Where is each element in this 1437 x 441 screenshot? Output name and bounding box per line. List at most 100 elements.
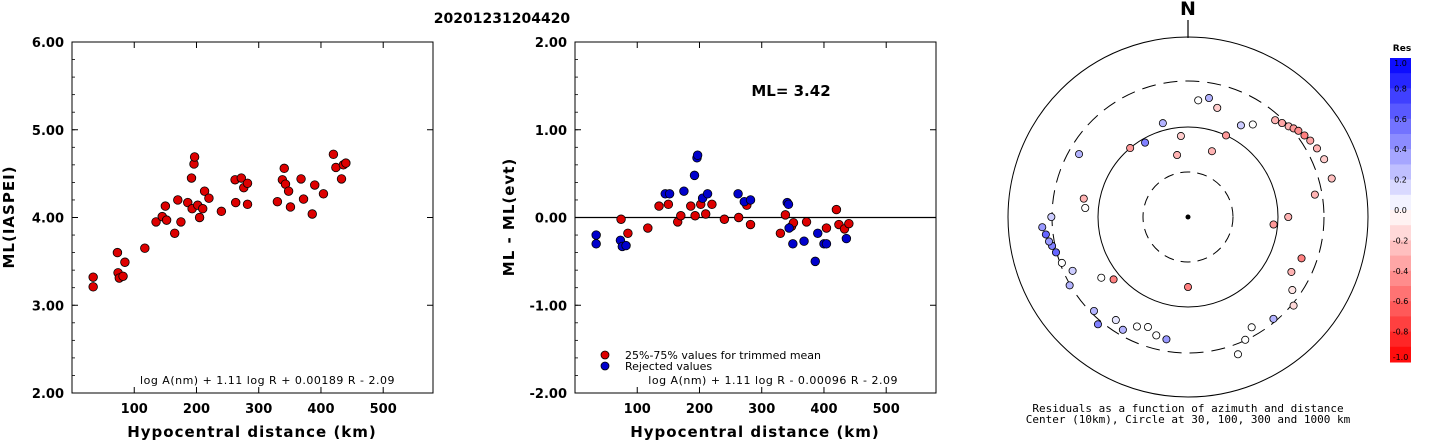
colorbar-cell: [1390, 73, 1411, 89]
plot2-formula: log A(nm) + 1.11 log R - 0.00096 R - 2.0…: [648, 374, 898, 387]
polar-data-point: [1068, 266, 1077, 275]
polar-points: [1038, 94, 1336, 359]
colorbar-cell: [1390, 118, 1411, 135]
plot2-data-point: [663, 199, 674, 210]
polar-data-point: [1207, 147, 1216, 156]
plot1-data-point: [298, 194, 309, 204]
polar-data-point: [1278, 118, 1287, 127]
plot1-data-point: [120, 257, 130, 267]
plot2-data-point: [788, 239, 798, 249]
plot2-y-tick-label: 0.00: [535, 212, 567, 227]
plot1-x-tick-label: 300: [245, 402, 272, 417]
polar-data-point: [1065, 281, 1074, 290]
plot1-frame: [71, 41, 434, 394]
plot1-data-point: [198, 204, 208, 214]
plot2-data-point: [799, 236, 809, 246]
plot2-data-point: [591, 239, 601, 249]
plot1-data-point: [160, 201, 171, 211]
colorbar-tick-label: -0.2: [1393, 236, 1409, 245]
polar-data-point: [1176, 132, 1185, 141]
plot2-data-point: [707, 199, 717, 210]
plot1-y-ticks: 2.00 3.00 4.00 5.00 6.00: [32, 36, 433, 402]
plot2-data-point: [623, 228, 633, 238]
circle-100km: [1097, 126, 1279, 308]
ml-annotation: ML= 3.42: [751, 82, 830, 100]
polar-data-point: [1041, 230, 1050, 239]
colorbar-tick-label: 0.4: [1394, 145, 1407, 154]
colorbar-cell: [1390, 103, 1411, 120]
polar-data-point: [1233, 350, 1242, 359]
plot2-data-point: [780, 210, 791, 220]
colorbar-tick-label: 0.0: [1394, 206, 1407, 215]
plot1-data-point: [296, 174, 306, 184]
panel-polar-residuals: N Residuals as a function of azimuth and…: [1007, 0, 1369, 426]
colorbar-tick-label: 0.8: [1394, 84, 1407, 93]
polar-data-point: [1051, 248, 1060, 257]
plot2-data-point: [664, 189, 675, 199]
epicenter-marker: [1185, 214, 1191, 220]
plot2-data-point: [775, 228, 786, 238]
polar-data-point: [1132, 322, 1141, 331]
plot1-data-point: [272, 197, 283, 207]
plot1-formula: log A(nm) + 1.11 log R + 0.00189 R - 2.0…: [140, 374, 395, 387]
plot1-x-tick-label: 500: [370, 402, 397, 417]
plot1-data-point: [341, 158, 351, 168]
colorbar-cell: [1390, 194, 1411, 211]
polar-data-point: [1045, 237, 1054, 246]
plot1-data-point: [186, 173, 197, 183]
polar-data-point: [1141, 138, 1150, 147]
colorbar-tick-label: 1.0: [1394, 59, 1407, 68]
plot2-data-point: [654, 201, 664, 211]
colorbar-cell: [1390, 240, 1411, 257]
plot2-y-tick-label: 2.00: [535, 36, 567, 51]
polar-data-point: [1312, 144, 1321, 153]
plot2-data-point: [719, 214, 730, 224]
plot1-data-point: [242, 199, 253, 210]
polar-data-point: [1213, 103, 1222, 112]
plot2-data-point: [689, 170, 700, 181]
plot2-x-tick-label: 500: [873, 402, 900, 417]
polar-data-point: [1047, 212, 1056, 221]
colorbar-cell: [1390, 88, 1411, 105]
plot1-data-point: [88, 282, 98, 292]
colorbar-cell: [1390, 210, 1411, 226]
plot2-y-label: ML - ML(evt): [500, 158, 518, 276]
plot1-data-point: [310, 180, 320, 190]
polar-data-point: [1269, 220, 1278, 229]
plot1-data-point: [112, 247, 123, 258]
legend-label-trimmed: 25%-75% values for trimmed mean: [625, 349, 821, 362]
polar-data-point: [1241, 335, 1250, 344]
polar-data-point: [1057, 258, 1066, 267]
polar-data-point: [1310, 190, 1319, 199]
plot1-y-tick-label: 3.00: [32, 299, 64, 314]
polar-data-point: [1089, 307, 1098, 316]
plot2-data-point: [701, 209, 711, 219]
polar-data-point: [1247, 323, 1256, 332]
plot2-data-point: [616, 214, 626, 224]
colorbar-tick-label: -0.8: [1393, 328, 1409, 337]
polar-data-point: [1297, 254, 1306, 263]
polar-data-point: [1306, 136, 1315, 145]
plot2-x-ticks: 100 200 300 400 500: [624, 42, 900, 417]
plot1-data-point: [161, 215, 172, 225]
polar-data-point: [1248, 120, 1257, 129]
polar-data-point: [1097, 273, 1106, 282]
polar-data-point: [1194, 96, 1203, 105]
north-label: N: [1180, 0, 1196, 20]
plot1-x-tick-label: 200: [183, 402, 210, 417]
polar-data-point: [1204, 94, 1213, 103]
plot2-y-tick-label: -1.00: [530, 299, 567, 314]
plot1-y-tick-label: 4.00: [32, 212, 64, 227]
plot2-data-point: [821, 239, 832, 249]
plot2-data-point: [841, 233, 852, 244]
plot1-y-tick-label: 2.00: [32, 387, 64, 402]
plot1-data-point: [199, 186, 210, 196]
polar-data-point: [1143, 323, 1152, 332]
plot1-data-point: [216, 206, 227, 217]
plot2-x-tick-label: 400: [810, 402, 837, 417]
plot1-data-point: [118, 271, 128, 281]
plot2-data-point: [733, 189, 743, 199]
polar-data-point: [1118, 325, 1127, 334]
plot1-data-point: [328, 149, 339, 160]
